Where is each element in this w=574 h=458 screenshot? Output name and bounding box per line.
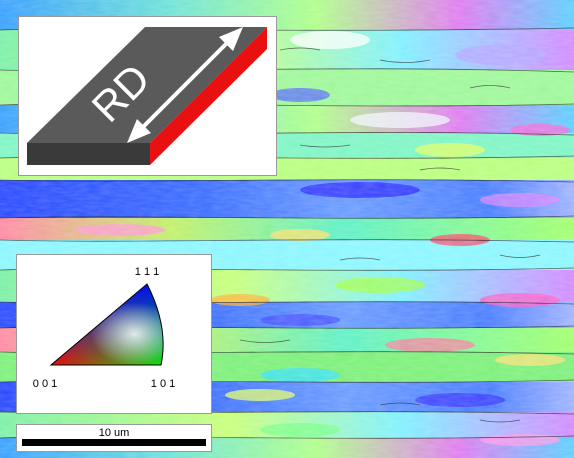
scale-bar-box: 10 um [16, 424, 212, 452]
scale-bar [22, 439, 206, 446]
ipf-triangle: 1 1 1 0 0 1 1 0 1 [33, 266, 175, 390]
ipf-label-101: 1 0 1 [151, 378, 175, 390]
sample-orientation-inset: RD [18, 16, 277, 176]
block-front-face [27, 143, 150, 165]
ipf-label-001: 0 0 1 [33, 378, 57, 390]
scale-bar-label: 10 um [98, 427, 130, 439]
rd-double-arrow [127, 27, 243, 143]
block-side-face [150, 27, 267, 165]
ipf-color-key: 1 1 1 0 0 1 1 0 1 [16, 254, 212, 414]
block-top-face [27, 27, 267, 143]
ipf-triangle-outline [49, 283, 164, 366]
sample-block-diagram: RD [27, 27, 267, 165]
ipf-label-111: 1 1 1 [135, 266, 159, 278]
